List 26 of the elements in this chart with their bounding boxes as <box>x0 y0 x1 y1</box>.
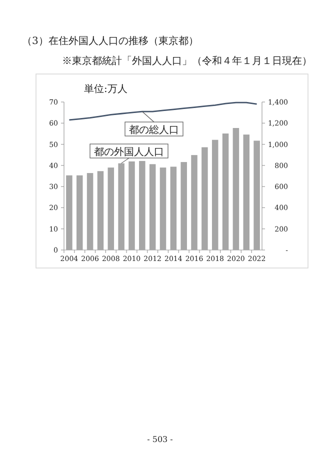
bar <box>232 128 240 250</box>
bar <box>76 175 83 250</box>
bar <box>108 168 114 250</box>
bar <box>66 175 72 250</box>
bar <box>86 173 94 250</box>
bar <box>170 166 177 250</box>
y-axis-title: 単位:万人 <box>84 83 128 95</box>
bar <box>222 134 229 250</box>
text: - 503 - <box>147 435 174 444</box>
bar <box>202 147 208 250</box>
bar <box>139 160 146 250</box>
bar <box>212 140 218 250</box>
bar <box>128 161 135 250</box>
bar <box>160 168 166 250</box>
series-label: 都の外国人人口 <box>94 146 164 158</box>
bar <box>97 171 104 250</box>
bar <box>118 163 124 250</box>
bar <box>149 164 156 250</box>
bar <box>254 140 260 250</box>
bar <box>243 134 250 250</box>
bar <box>191 155 198 250</box>
series-label: 都の総人口 <box>129 124 179 136</box>
chart-title: （3）在住外国人人口の推移（東京都） <box>22 35 198 47</box>
bar <box>180 162 187 250</box>
chart-subtitle: ※東京都統計「外国人人口」（令和４年１月１日現在） <box>62 55 312 67</box>
line-series <box>68 102 258 121</box>
